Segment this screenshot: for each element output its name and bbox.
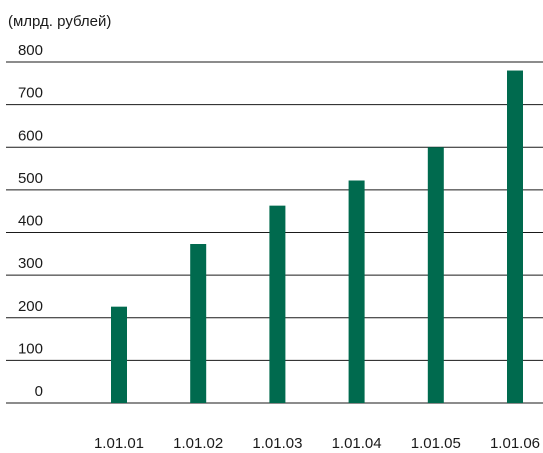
y-tick-label: 0 — [35, 383, 43, 400]
bar — [427, 147, 444, 403]
y-tick-label: 800 — [18, 42, 43, 59]
bar — [348, 180, 365, 403]
y-tick-label: 700 — [18, 85, 43, 102]
bar — [269, 205, 286, 403]
y-tick-label: 300 — [18, 255, 43, 272]
x-tick-label: 1.01.02 — [173, 435, 223, 452]
bar — [190, 244, 207, 403]
y-tick-label: 500 — [18, 170, 43, 187]
x-tick-label: 1.01.04 — [332, 435, 382, 452]
x-tick-label: 1.01.06 — [490, 435, 540, 452]
x-tick-label: 1.01.01 — [94, 435, 144, 452]
y-tick-label: 100 — [18, 340, 43, 357]
unit-label: (млрд. рублей) — [8, 13, 111, 30]
bars — [111, 70, 523, 404]
bar — [507, 70, 523, 404]
y-tick-labels: 0 100 200 300 400 500 600 700 800 — [18, 42, 43, 400]
y-tick-label: 600 — [18, 127, 43, 144]
x-tick-label: 1.01.05 — [411, 435, 461, 452]
y-tick-label: 200 — [18, 298, 43, 315]
bar — [111, 306, 127, 403]
y-tick-label: 400 — [18, 213, 43, 230]
x-tick-labels: 1.01.01 1.01.02 1.01.03 1.01.04 1.01.05 1.01.… — [94, 435, 540, 452]
x-tick-label: 1.01.03 — [252, 435, 302, 452]
